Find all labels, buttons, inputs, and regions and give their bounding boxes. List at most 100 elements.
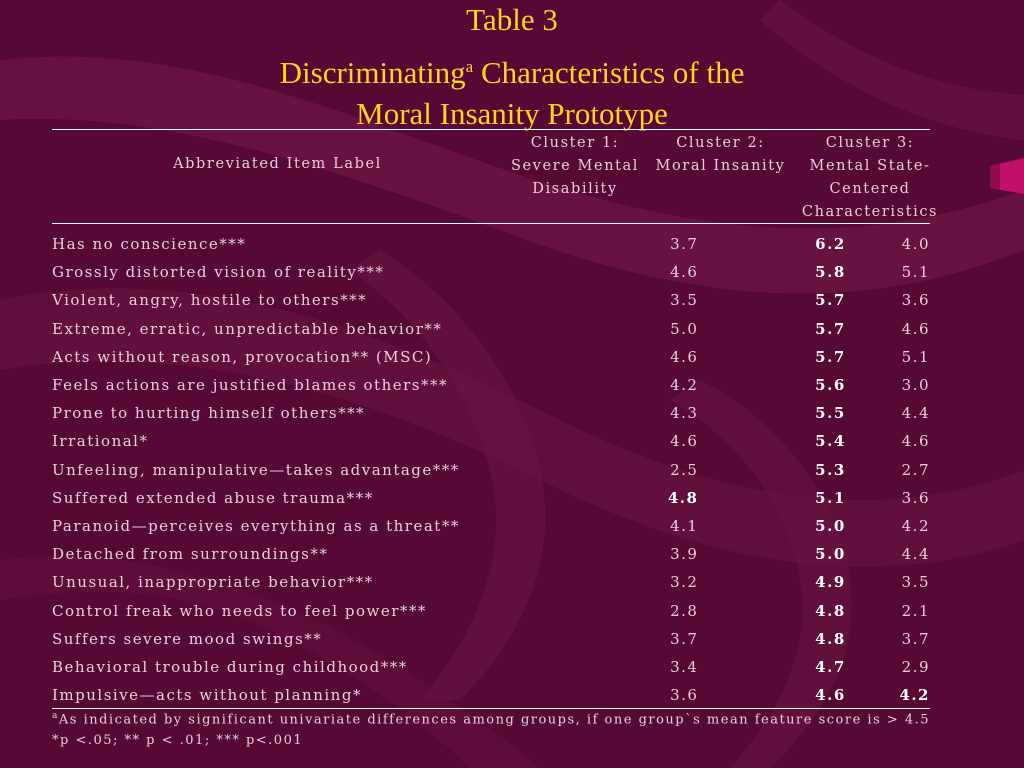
table-row: Feels actions are justified blames other… <box>52 371 930 399</box>
title-part-b: Characteristics of the <box>473 55 745 90</box>
cluster-1-value-cell: 4.6 <box>670 263 699 282</box>
cluster-3-value-cell: 2.9 <box>901 657 930 676</box>
table-bottom-rule <box>52 708 930 709</box>
cluster-1-value-cell: 4.6 <box>670 347 699 366</box>
item-label-cell: Has no conscience*** <box>52 235 247 254</box>
cluster-3-line-4: Characteristics <box>801 204 939 220</box>
table-row: Unusual, inappropriate behavior*** 3.2 4.9… <box>52 568 930 596</box>
table-number: Table 3 <box>466 2 558 37</box>
cluster-1-value-cell: 4.3 <box>670 404 699 423</box>
title-part-a: Discriminating <box>279 55 466 90</box>
cluster-2-value-cell: 4.9 <box>815 573 846 592</box>
cluster-3-value-cell: 4.0 <box>901 235 930 254</box>
table-row: Irrational* 4.6 5.4 4.6 <box>52 427 930 455</box>
cluster-2-value-cell: 5.3 <box>815 460 846 479</box>
item-label-cell: Extreme, erratic, unpredictable behavior… <box>52 319 443 338</box>
column-header-cluster-3: Cluster 3: Mental State- Centered Charac… <box>790 132 950 224</box>
column-header-cluster-1: Cluster 1: Severe Mental Disability <box>500 132 650 201</box>
cluster-3-value-cell: 4.2 <box>899 686 930 705</box>
title-footnote-marker: a <box>465 57 474 76</box>
cluster-2-line-2: Moral Insanity <box>655 158 786 174</box>
cluster-2-value-cell: 4.8 <box>815 629 846 648</box>
cluster-3-value-cell: 3.6 <box>901 488 930 507</box>
cluster-1-value-cell: 4.2 <box>670 376 699 395</box>
cluster-2-value-cell: 5.5 <box>815 404 846 423</box>
table-row: Control freak who needs to feel power***… <box>52 596 930 624</box>
table-title: Discriminatinga Characteristics of the <box>0 49 1024 91</box>
ribbon-tab-decoration <box>990 158 1024 194</box>
item-label-cell: Detached from surroundings** <box>52 545 329 564</box>
cluster-3-value-cell: 4.4 <box>901 545 930 564</box>
cluster-1-value-cell: 3.4 <box>670 657 699 676</box>
cluster-3-value-cell: 3.0 <box>901 376 930 395</box>
item-label-cell: Grossly distorted vision of reality*** <box>52 263 385 282</box>
cluster-1-value-cell: 3.7 <box>670 235 699 254</box>
table-row: Has no conscience*** 3.7 6.2 4.0 <box>52 230 930 258</box>
cluster-1-value-cell: 3.6 <box>670 686 699 705</box>
cluster-1-value-cell: 4.6 <box>670 432 699 451</box>
cluster-3-value-cell: 3.6 <box>901 291 930 310</box>
cluster-2-value-cell: 5.4 <box>815 432 846 451</box>
characteristics-table: Has no conscience*** 3.7 6.2 4.0 Grossly dis… <box>52 230 930 709</box>
table-row: Paranoid—perceives everything as a threa… <box>52 512 930 540</box>
table-row: Suffered extended abuse trauma*** 4.8 5.1 3… <box>52 484 930 512</box>
cluster-2-value-cell: 5.7 <box>815 319 846 338</box>
cluster-1-value-cell: 3.2 <box>670 573 699 592</box>
cluster-1-line-2: Severe Mental <box>510 158 640 174</box>
table-row: Prone to hurting himself others*** 4.3 5.5… <box>52 399 930 427</box>
table-top-rule <box>52 129 930 130</box>
item-label-cell: Impulsive—acts without planning* <box>52 686 362 705</box>
item-label-cell: Unfeeling, manipulative—takes advantage*… <box>52 460 460 479</box>
cluster-1-value-cell: 2.8 <box>670 601 699 620</box>
table-subtitle: Moral Insanity Prototype <box>356 96 668 131</box>
footnote-a: aAs indicated by significant univariate … <box>52 711 930 727</box>
cluster-1-line-1: Cluster 1: <box>530 135 620 151</box>
table-row: Violent, angry, hostile to others*** 3.5 5… <box>52 286 930 314</box>
cluster-3-value-cell: 4.2 <box>901 516 930 535</box>
cluster-2-value-cell: 5.8 <box>815 263 846 282</box>
cluster-2-value-cell: 4.6 <box>815 686 846 705</box>
cluster-1-value-cell: 4.1 <box>670 516 699 535</box>
cluster-3-value-cell: 3.5 <box>901 573 930 592</box>
footnote-significance: *p <.05; ** p < .01; *** p<.001 <box>52 733 304 748</box>
item-label-cell: Suffered extended abuse trauma*** <box>52 488 374 507</box>
cluster-3-value-cell: 2.7 <box>901 460 930 479</box>
item-label-cell: Suffers severe mood swings** <box>52 629 323 648</box>
table-row: Grossly distorted vision of reality*** 4.… <box>52 258 930 286</box>
cluster-2-value-cell: 4.7 <box>815 657 846 676</box>
column-header-item: Abbreviated Item Label <box>173 156 382 172</box>
cluster-3-value-cell: 2.1 <box>901 601 930 620</box>
cluster-3-value-cell: 5.1 <box>901 347 930 366</box>
cluster-3-value-cell: 3.7 <box>901 629 930 648</box>
item-label-cell: Feels actions are justified blames other… <box>52 376 448 395</box>
table-row: Behavioral trouble during childhood*** 3.… <box>52 653 930 681</box>
cluster-1-value-cell: 3.5 <box>670 291 699 310</box>
cluster-3-value-cell: 4.6 <box>901 432 930 451</box>
cluster-1-line-3: Disability <box>532 181 618 197</box>
cluster-2-value-cell: 5.1 <box>815 488 846 507</box>
item-label-cell: Acts without reason, provocation** (MSC) <box>52 347 433 366</box>
table-row: Impulsive—acts without planning* 3.6 4.6 4.… <box>52 681 930 709</box>
cluster-3-line-2: Mental State- <box>809 158 931 174</box>
cluster-2-line-1: Cluster 2: <box>676 135 765 151</box>
table-row: Extreme, erratic, unpredictable behavior… <box>52 315 930 343</box>
item-label-cell: Prone to hurting himself others*** <box>52 404 366 423</box>
item-label-cell: Unusual, inappropriate behavior*** <box>52 573 374 592</box>
cluster-3-line-3: Centered <box>829 181 911 197</box>
footnote-line-1: As indicated by significant univariate d… <box>58 712 931 728</box>
cluster-2-value-cell: 5.7 <box>815 347 846 366</box>
table-row: Detached from surroundings** 3.9 5.0 4.4 <box>52 540 930 568</box>
cluster-2-value-cell: 5.7 <box>815 291 846 310</box>
table-header-rule <box>52 223 930 224</box>
cluster-1-value-cell: 2.5 <box>670 460 699 479</box>
cluster-1-value-cell: 3.9 <box>670 545 699 564</box>
cluster-3-value-cell: 4.6 <box>901 319 930 338</box>
table-row: Acts without reason, provocation** (MSC)… <box>52 343 930 371</box>
column-header-cluster-2: Cluster 2: Moral Insanity <box>648 132 793 178</box>
cluster-2-value-cell: 5.6 <box>815 376 846 395</box>
cluster-3-value-cell: 4.4 <box>901 404 930 423</box>
cluster-2-value-cell: 6.2 <box>815 235 846 254</box>
cluster-3-value-cell: 5.1 <box>901 263 930 282</box>
item-label-cell: Behavioral trouble during childhood*** <box>52 657 408 676</box>
cluster-3-line-1: Cluster 3: <box>825 135 915 151</box>
